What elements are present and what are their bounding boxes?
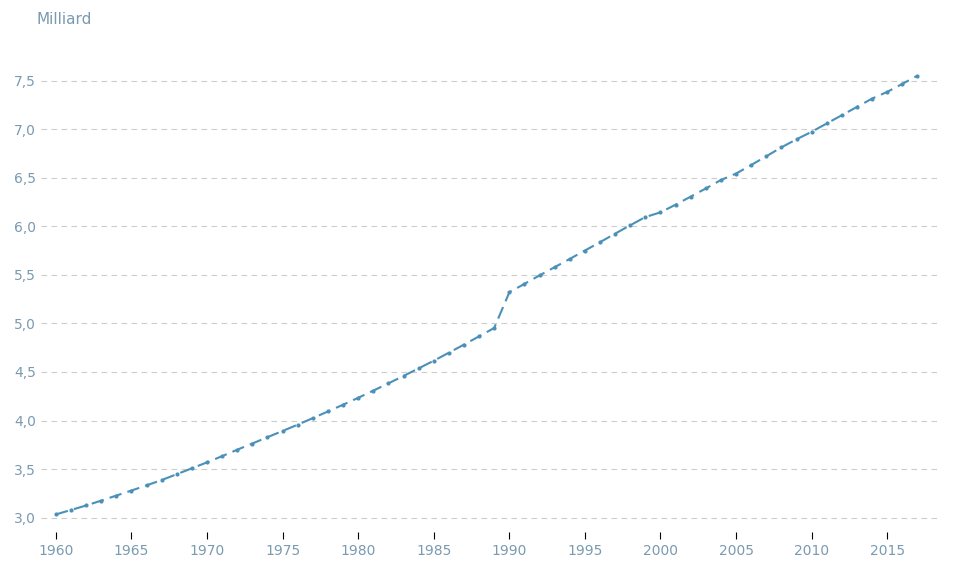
Text: Milliard: Milliard xyxy=(36,12,91,27)
